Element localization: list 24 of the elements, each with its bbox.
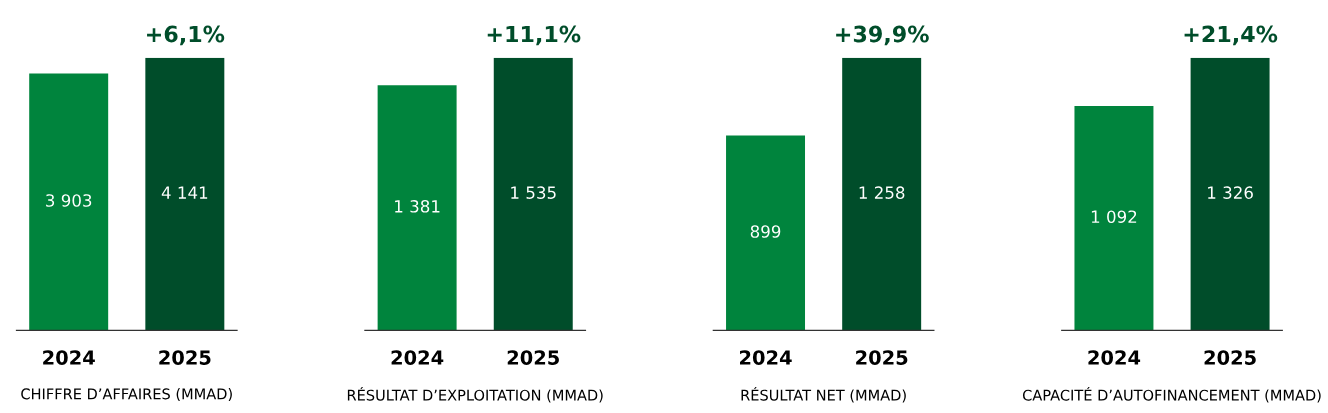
data-label: 1 381	[395, 200, 440, 213]
annotation: +21,4%	[1184, 25, 1278, 46]
data-label: 1 258	[859, 186, 905, 199]
x-axis-title: CAPACITÉ D’AUTOFINANCEMENT (MMAD)	[1022, 387, 1321, 403]
x-tick-label: 2025	[159, 350, 211, 365]
data-label: 899	[750, 225, 781, 238]
x-tick-label: 2024	[391, 350, 444, 365]
data-label: 3 903	[46, 194, 92, 207]
data-label: 1 535	[511, 186, 556, 199]
x-tick-label: 2025	[1204, 350, 1256, 365]
data-label: 1 326	[1208, 186, 1253, 199]
x-axis-title: CHIFFRE D’AFFAIRES (MMAD)	[21, 388, 232, 402]
x-tick-label: 2024	[740, 350, 792, 365]
x-tick-label: 2025	[507, 350, 559, 365]
annotation: +39,9%	[836, 25, 929, 46]
x-axis-title: RÉSULTAT NET (MMAD)	[741, 387, 906, 403]
x-axis-title: RÉSULTAT D’EXPLOITATION (MMAD)	[347, 387, 603, 403]
annotation: +6,1%	[147, 25, 225, 46]
data-label: 1 092	[1091, 210, 1137, 223]
data-label: 4 141	[161, 186, 208, 199]
annotation: +11,1%	[487, 25, 581, 46]
x-tick-label: 2025	[856, 350, 908, 365]
x-tick-label: 2024	[43, 350, 95, 365]
x-tick-label: 2024	[1088, 350, 1141, 365]
